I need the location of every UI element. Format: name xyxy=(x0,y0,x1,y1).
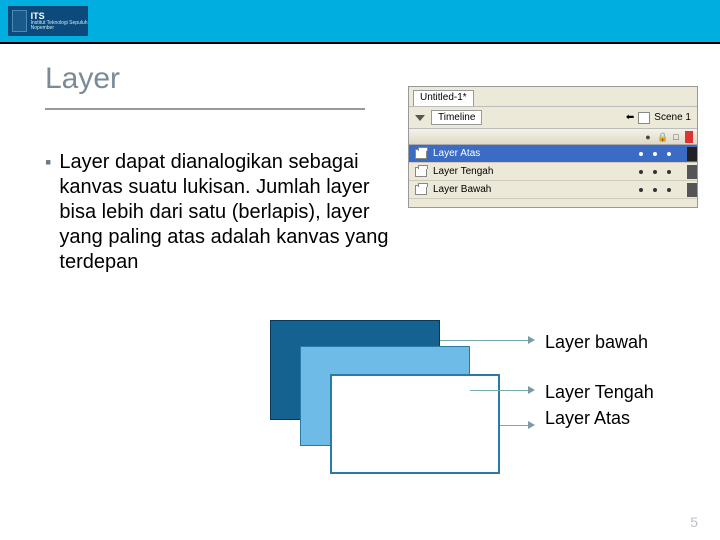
panel-toolbar: Timeline ⬅ Scene 1 xyxy=(409,107,697,129)
arrow-head-icon xyxy=(528,386,535,394)
playhead-icon xyxy=(685,131,693,143)
scene-selector[interactable]: ⬅ Scene 1 xyxy=(626,112,691,124)
logo-subtext: Institut Teknologi Sepuluh Nopember xyxy=(31,21,88,31)
logo: ITS Institut Teknologi Sepuluh Nopember xyxy=(8,6,88,36)
arrow-head-icon xyxy=(528,421,535,429)
layer-name: Layer Atas xyxy=(433,148,480,159)
scene-label: Scene 1 xyxy=(654,112,691,123)
arrow-line xyxy=(500,425,530,426)
keyframe-icon xyxy=(687,165,697,179)
document-tabs: Untitled-1* xyxy=(409,87,697,107)
back-icon: ⬅ xyxy=(626,112,634,123)
layer-name: Layer Bawah xyxy=(433,184,491,195)
eye-icon[interactable]: ● xyxy=(643,132,653,142)
top-banner: ITS Institut Teknologi Sepuluh Nopember xyxy=(0,0,720,42)
arrow-line xyxy=(440,340,530,341)
arrow-line xyxy=(470,390,530,391)
body-text: Layer dapat dianalogikan sebagai kanvas … xyxy=(59,150,389,275)
outline-icon[interactable]: □ xyxy=(671,132,681,142)
bullet-icon: ▪ xyxy=(45,150,51,175)
timeline-button[interactable]: Timeline xyxy=(431,110,482,125)
label-tengah: Layer Tengah xyxy=(545,380,654,405)
layer-row[interactable]: Layer Bawah xyxy=(409,181,697,199)
layer-row[interactable]: Layer Tengah xyxy=(409,163,697,181)
scene-icon xyxy=(638,112,650,124)
lock-icon[interactable]: 🔒 xyxy=(657,132,667,142)
layers-list: Layer Atas Layer Tengah Layer Bawah xyxy=(409,145,697,199)
keyframe-icon xyxy=(687,147,697,161)
document-tab[interactable]: Untitled-1* xyxy=(413,90,474,106)
collapse-icon[interactable] xyxy=(415,115,425,121)
title-underline xyxy=(45,108,365,110)
flash-timeline-panel: Untitled-1* Timeline ⬅ Scene 1 ● 🔒 □ Lay… xyxy=(408,86,698,208)
layer-name: Layer Tengah xyxy=(433,166,493,177)
layer-icon xyxy=(415,167,427,177)
layer-icon xyxy=(415,185,427,195)
rect-front xyxy=(330,374,500,474)
keyframe-icon xyxy=(687,183,697,197)
logo-emblem-icon xyxy=(12,10,27,32)
layer-icon xyxy=(415,149,427,159)
arrow-head-icon xyxy=(528,336,535,344)
layer-row[interactable]: Layer Atas xyxy=(409,145,697,163)
layer-stack-diagram xyxy=(270,320,530,480)
page-number: 5 xyxy=(690,514,698,530)
label-atas: Layer Atas xyxy=(545,406,630,431)
label-bawah: Layer bawah xyxy=(545,330,648,355)
layer-header: ● 🔒 □ xyxy=(409,129,697,145)
